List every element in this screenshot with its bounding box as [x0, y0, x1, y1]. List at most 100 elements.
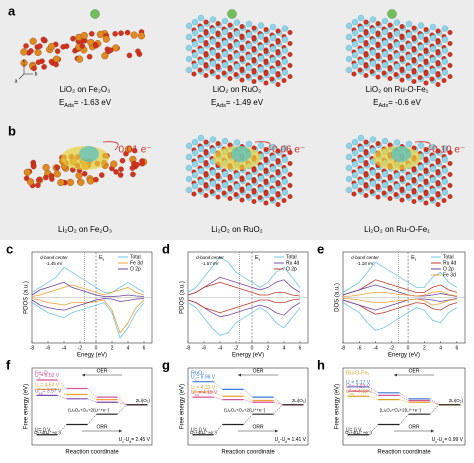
atom — [197, 25, 205, 33]
atom — [197, 134, 205, 142]
dos-line — [342, 298, 457, 311]
connector — [243, 414, 253, 425]
x-tick-label: 6 — [299, 345, 302, 351]
atom — [447, 52, 453, 57]
atom — [239, 35, 245, 40]
axis-triad-label: b — [35, 71, 38, 77]
subscript: Ads — [216, 103, 226, 109]
connector — [399, 399, 409, 403]
atom — [263, 147, 269, 152]
atom — [435, 61, 441, 67]
atom — [269, 45, 277, 53]
atom — [281, 47, 289, 54]
connector — [273, 396, 283, 405]
text-part: -U — [437, 437, 443, 443]
atom — [417, 175, 425, 182]
atom — [53, 170, 61, 178]
atom — [227, 44, 233, 50]
atom — [23, 168, 31, 176]
atom — [287, 41, 293, 46]
atom — [233, 192, 239, 197]
atom — [411, 25, 417, 31]
atom — [441, 58, 449, 65]
text-part: = 6.02 V — [40, 373, 59, 379]
dos-line — [342, 299, 458, 315]
atom — [281, 69, 289, 76]
text-part: U — [346, 390, 350, 396]
connector — [243, 399, 253, 403]
atom — [435, 28, 441, 34]
arrow-head — [431, 429, 434, 433]
dos-line — [342, 290, 457, 297]
atom — [185, 142, 193, 150]
adsorption-energy: EAds= -1.63 eV — [59, 98, 112, 109]
atom — [441, 156, 449, 163]
atom — [447, 161, 453, 166]
text-part: U — [35, 389, 39, 395]
atom — [233, 19, 241, 26]
atom — [345, 44, 353, 52]
atom — [441, 25, 449, 32]
atom — [441, 47, 449, 54]
text-part: E — [411, 255, 415, 261]
atom — [447, 74, 453, 79]
atom — [191, 62, 199, 70]
atom — [381, 39, 389, 47]
atom — [287, 52, 293, 57]
atom — [393, 192, 399, 197]
atom — [429, 196, 435, 202]
atom — [423, 27, 429, 32]
atom — [209, 27, 217, 34]
atom — [191, 171, 199, 179]
atom — [381, 181, 389, 189]
x-axis-label: Energy (eV) — [232, 353, 264, 359]
atom — [435, 159, 441, 165]
atom — [79, 43, 86, 49]
annotation: d-band center — [351, 255, 379, 260]
atom — [221, 170, 229, 178]
atom — [239, 77, 245, 83]
x-tick-label: 4 — [439, 345, 442, 351]
atom — [113, 169, 119, 175]
text-part: = 5.96 V — [196, 375, 215, 381]
atom — [281, 36, 289, 43]
charge-arrow — [254, 141, 271, 151]
atom — [221, 28, 229, 36]
annotation-value: -1.57 eV — [201, 261, 218, 266]
atom — [287, 194, 293, 199]
atom — [357, 156, 365, 164]
atom — [191, 40, 199, 48]
atom — [139, 160, 145, 167]
atom — [233, 41, 241, 48]
annotation-value: -1.18 eV — [356, 261, 373, 266]
atom — [435, 82, 441, 87]
atom — [357, 134, 365, 142]
dos-line — [187, 281, 301, 297]
potential-label: U= 0 V — [346, 428, 362, 434]
atom — [387, 76, 393, 81]
atom — [263, 38, 269, 43]
atom — [369, 169, 377, 176]
atom — [233, 72, 239, 77]
atom — [221, 181, 229, 189]
atom — [429, 143, 437, 151]
atom — [209, 136, 217, 143]
subscript: c — [195, 388, 197, 392]
atom — [369, 189, 375, 194]
x-tick-label: -8 — [341, 345, 346, 351]
atom — [93, 176, 99, 183]
atom — [209, 49, 217, 56]
dos-line — [342, 284, 457, 297]
atom — [80, 32, 88, 40]
axis-triad-label: a — [15, 78, 18, 84]
subscript: c — [122, 440, 124, 444]
atom — [209, 69, 215, 74]
atom — [119, 157, 126, 164]
atom — [203, 63, 209, 69]
charge-density — [391, 146, 411, 162]
atom — [130, 31, 138, 39]
level-label: 2Li(O₂) — [136, 398, 151, 403]
atom — [215, 74, 221, 80]
atom — [239, 57, 245, 62]
connector — [368, 386, 379, 394]
